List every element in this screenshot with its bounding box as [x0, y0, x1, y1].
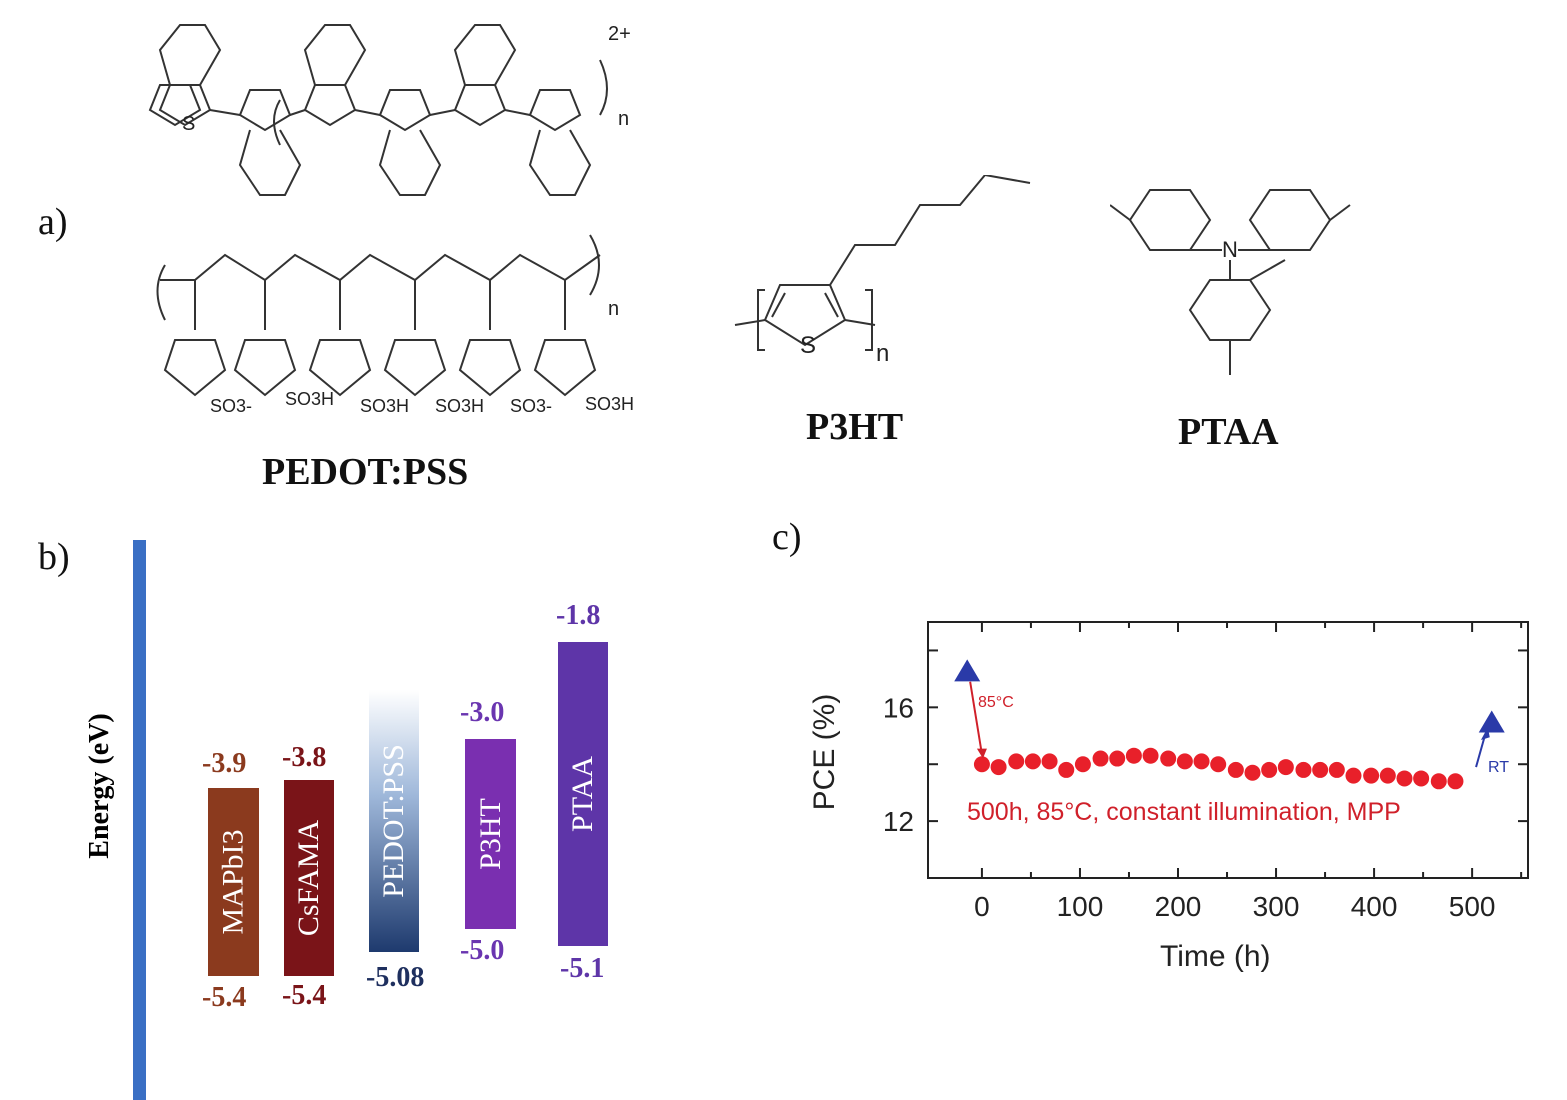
- data-point: [1024, 753, 1041, 770]
- rt-triangle-point: [954, 659, 981, 682]
- x-axis-label: Time (h): [1160, 940, 1271, 973]
- data-point: [1160, 750, 1177, 767]
- atom-n: N: [1222, 237, 1238, 262]
- data-point: [1295, 761, 1312, 778]
- y-tick-label: 12: [883, 806, 914, 837]
- pce-chart: 0 100 200 300 400 500 12 16: [883, 621, 1529, 922]
- plot-frame: [927, 621, 1529, 879]
- y-axis-label: PCE (%): [808, 693, 841, 811]
- bar-ptaa: PTAA: [558, 642, 608, 946]
- homo-label: -5.1: [560, 953, 605, 984]
- repeat-n: n: [618, 108, 629, 130]
- data-point: [1125, 747, 1142, 764]
- data-point: [1008, 753, 1025, 770]
- p3ht-name: P3HT: [806, 406, 904, 448]
- repeat-n-pss: n: [608, 298, 619, 320]
- data-point: [1210, 756, 1227, 773]
- p3ht-structure: S n: [734, 175, 1031, 367]
- homo-label: -5.08: [366, 962, 425, 993]
- group-label: SO3H: [435, 396, 484, 416]
- x-tick-label: 300: [1253, 891, 1300, 922]
- panel-label-b: b): [38, 536, 70, 578]
- data-point: [1176, 753, 1193, 770]
- group-label: SO3H: [360, 396, 409, 416]
- bar-label: CsFAMA: [292, 819, 325, 937]
- bar-label: P3HT: [473, 798, 507, 870]
- data-point: [1447, 773, 1464, 790]
- x-tick-label: 200: [1155, 891, 1202, 922]
- x-tick-label: 100: [1057, 891, 1104, 922]
- data-point: [973, 756, 990, 773]
- panel-label-c: c): [772, 516, 802, 558]
- lumo-label: -3.9: [202, 748, 247, 779]
- arrow-head: [1480, 727, 1490, 741]
- data-point: [1058, 761, 1075, 778]
- arrow-rt: [1475, 735, 1486, 768]
- data-point: [1379, 767, 1396, 784]
- homo-label: -5.0: [460, 935, 505, 966]
- bar-label: PEDOT:PSS: [377, 744, 410, 898]
- data-point: [1396, 770, 1413, 787]
- data-point: [1328, 761, 1345, 778]
- x-tick-label: 400: [1351, 891, 1398, 922]
- y-tick-label: 16: [883, 692, 914, 723]
- x-tick-label: 0: [974, 891, 990, 922]
- bar-pedot-pss: PEDOT:PSS: [369, 690, 419, 952]
- group-label: SO3-: [510, 396, 552, 416]
- panel-label-a: a): [38, 201, 68, 243]
- data-point: [1244, 764, 1261, 781]
- data-point: [1261, 761, 1278, 778]
- x-tick-label: 500: [1449, 891, 1496, 922]
- arrow-head: [976, 748, 987, 759]
- bar-csfama: CsFAMA: [284, 780, 334, 976]
- data-point: [1227, 761, 1244, 778]
- annotation-85c: 85°C: [978, 694, 1014, 711]
- data-point: [1363, 767, 1380, 784]
- data-point: [1193, 753, 1210, 770]
- data-point: [1142, 747, 1159, 764]
- annotation-rt: RT: [1488, 759, 1510, 776]
- energy-axis: [133, 540, 146, 1100]
- homo-label: -5.4: [282, 980, 327, 1011]
- data-point: [1345, 767, 1362, 784]
- homo-label: -5.4: [202, 982, 247, 1013]
- data-point: [1041, 753, 1058, 770]
- charge-label: 2+: [608, 23, 631, 45]
- data-point: [1277, 759, 1294, 776]
- group-label: SO3-: [210, 396, 252, 416]
- data-point: [1074, 756, 1091, 773]
- bar-mapbi3: MAPbI3: [208, 788, 259, 976]
- bar-p3ht: P3HT: [465, 739, 516, 929]
- bar-label: PTAA: [566, 756, 599, 832]
- ptaa-structure: N: [1110, 189, 1351, 375]
- data-point: [1092, 750, 1109, 767]
- bar-label: MAPbI3: [216, 829, 250, 935]
- atom-s: S: [800, 332, 816, 359]
- lumo-label: -1.8: [556, 600, 601, 631]
- data-point: [1312, 761, 1329, 778]
- repeat-n: n: [876, 340, 889, 367]
- annotation-conditions: 500h, 85°C, constant illumination, MPP: [967, 798, 1401, 826]
- group-label: SO3H: [585, 394, 634, 414]
- pedot-pss-name: PEDOT:PSS: [262, 451, 469, 493]
- atom-s: S: [182, 113, 195, 135]
- rt-triangle-point: [1478, 710, 1505, 733]
- data-point: [990, 759, 1007, 776]
- lumo-label: -3.8: [282, 742, 327, 773]
- ptaa-name: PTAA: [1178, 411, 1279, 453]
- group-label: SO3H: [285, 389, 334, 409]
- lumo-label: -3.0: [460, 697, 505, 728]
- arrow-85c: [969, 681, 983, 755]
- data-point: [1109, 750, 1126, 767]
- data-point: [1430, 773, 1447, 790]
- energy-axis-label: Energy (eV): [84, 713, 115, 859]
- pedot-pss-structure: S 2+ n n SO3- SO3H SO3H SO3H SO3- SO3H: [148, 23, 634, 416]
- data-point: [1413, 770, 1430, 787]
